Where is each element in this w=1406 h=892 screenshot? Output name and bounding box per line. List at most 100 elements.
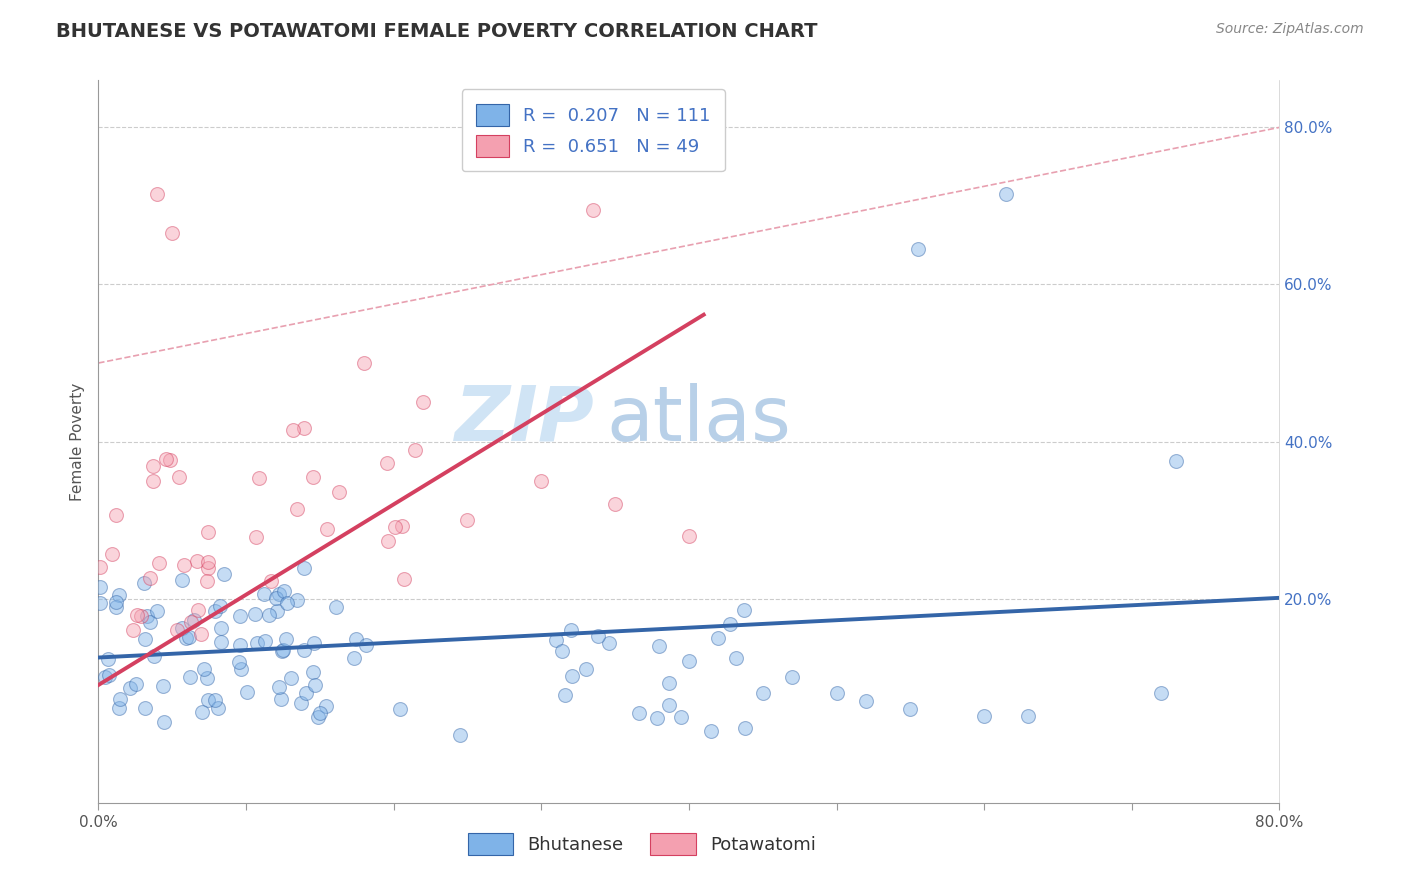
Point <box>605 497 627 511</box>
Point <box>162 227 183 241</box>
Point <box>344 632 367 646</box>
Point <box>120 681 142 695</box>
Point <box>304 678 326 692</box>
Point <box>253 587 276 601</box>
Point <box>159 452 181 467</box>
Point <box>301 469 323 483</box>
Point <box>195 671 218 685</box>
Point <box>104 600 127 615</box>
Point <box>236 685 259 699</box>
Point <box>575 662 598 676</box>
Point <box>266 604 288 618</box>
Point <box>209 634 232 648</box>
Point <box>392 572 415 586</box>
Point <box>139 615 162 630</box>
Point <box>228 655 250 669</box>
Point <box>186 554 208 568</box>
Point <box>457 513 479 527</box>
Point <box>375 456 398 470</box>
Point <box>658 698 681 712</box>
Point <box>1018 709 1040 723</box>
Legend: Bhutanese, Potawatomi: Bhutanese, Potawatomi <box>460 826 823 863</box>
Point <box>105 508 128 523</box>
Point <box>561 669 583 683</box>
Point <box>271 642 294 657</box>
Point <box>973 709 995 723</box>
Point <box>658 676 681 690</box>
Point <box>108 691 131 706</box>
Point <box>136 608 159 623</box>
Point <box>292 420 315 434</box>
Point <box>127 607 149 622</box>
Point <box>108 701 131 715</box>
Point <box>247 470 270 484</box>
Point <box>384 520 406 534</box>
Point <box>582 202 605 217</box>
Point <box>645 710 668 724</box>
Point <box>209 621 232 635</box>
Point <box>166 624 188 638</box>
Point <box>97 652 120 666</box>
Point <box>1166 454 1188 468</box>
Point <box>146 603 169 617</box>
Point <box>197 555 219 569</box>
Point <box>190 705 212 719</box>
Point <box>245 530 267 544</box>
Point <box>143 649 166 664</box>
Point <box>855 694 877 708</box>
Point <box>391 518 413 533</box>
Point <box>287 502 309 516</box>
Point <box>700 723 723 738</box>
Point <box>290 697 312 711</box>
Point <box>204 693 226 707</box>
Point <box>308 706 330 721</box>
Point <box>207 700 229 714</box>
Point <box>325 600 347 615</box>
Point <box>264 591 287 605</box>
Point <box>170 621 193 635</box>
Point <box>546 632 568 647</box>
Point <box>155 452 177 467</box>
Point <box>134 632 156 646</box>
Point <box>276 596 298 610</box>
Point <box>108 588 131 602</box>
Point <box>707 631 730 645</box>
Point <box>530 474 553 488</box>
Point <box>328 485 350 500</box>
Point <box>825 686 848 700</box>
Point <box>287 593 309 607</box>
Point <box>104 595 127 609</box>
Point <box>269 587 291 601</box>
Point <box>315 522 337 536</box>
Point <box>187 603 209 617</box>
Point <box>124 677 146 691</box>
Point <box>315 698 337 713</box>
Point <box>197 561 219 575</box>
Point <box>179 670 201 684</box>
Point <box>173 558 195 573</box>
Point <box>212 566 235 581</box>
Point <box>733 603 755 617</box>
Point <box>412 395 434 409</box>
Point <box>354 638 377 652</box>
Point <box>752 686 775 700</box>
Point <box>678 655 700 669</box>
Point <box>628 706 651 720</box>
Point <box>292 643 315 657</box>
Point <box>129 609 152 624</box>
Point <box>209 599 232 614</box>
Point <box>560 623 582 637</box>
Point <box>190 626 212 640</box>
Point <box>183 614 205 628</box>
Point <box>907 242 929 256</box>
Point <box>152 679 174 693</box>
Point <box>122 624 145 638</box>
Point <box>134 700 156 714</box>
Point <box>648 639 671 653</box>
Point <box>270 692 292 706</box>
Point <box>377 533 399 548</box>
Point <box>260 574 283 588</box>
Text: atlas: atlas <box>606 383 792 457</box>
Text: Source: ZipAtlas.com: Source: ZipAtlas.com <box>1216 22 1364 37</box>
Point <box>197 525 219 540</box>
